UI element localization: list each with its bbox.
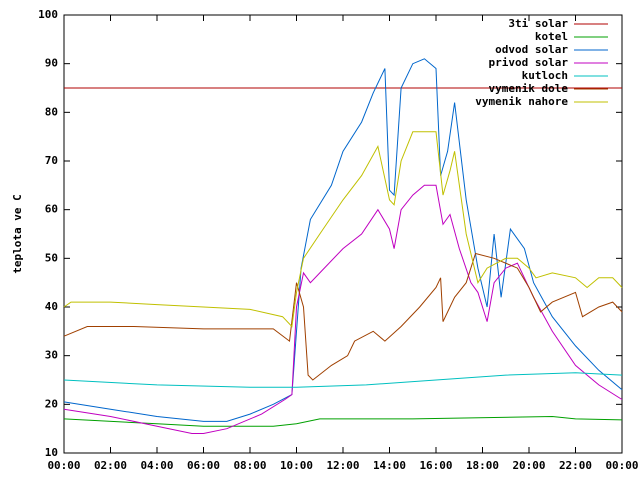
x-tick-label: 12:00: [326, 459, 359, 472]
y-tick-label: 80: [45, 105, 58, 118]
x-tick-label: 14:00: [373, 459, 406, 472]
x-tick-label: 02:00: [94, 459, 127, 472]
y-tick-label: 70: [45, 154, 58, 167]
y-tick-label: 50: [45, 251, 58, 264]
x-tick-label: 18:00: [466, 459, 499, 472]
legend-label: 3ti solar: [508, 17, 568, 30]
x-tick-label: 04:00: [140, 459, 173, 472]
legend-label: kotel: [535, 30, 568, 43]
series-line: [63, 252, 623, 381]
y-tick-label: 30: [45, 349, 58, 362]
series-line: [63, 131, 623, 328]
y-tick-label: 100: [38, 8, 58, 21]
y-tick-label: 20: [45, 397, 58, 410]
legend-label: privod solar: [489, 56, 569, 69]
series-line: [63, 184, 623, 434]
x-tick-label: 08:00: [233, 459, 266, 472]
legend-label: odvod solar: [495, 43, 568, 56]
x-tick-label: 22:00: [559, 459, 592, 472]
x-tick-label: 10:00: [280, 459, 313, 472]
y-tick-label: 60: [45, 203, 58, 216]
legend-label: kutloch: [522, 69, 568, 82]
series-line: [63, 372, 623, 388]
y-tick-label: 40: [45, 300, 58, 313]
x-tick-label: 00:00: [605, 459, 638, 472]
y-tick-label: 10: [45, 446, 58, 459]
legend-label: vymenik nahore: [475, 95, 568, 108]
legend-label: vymenik dole: [489, 82, 569, 95]
x-tick-label: 06:00: [187, 459, 220, 472]
y-axis-label: teplota ve C: [11, 194, 24, 273]
series-line: [63, 58, 623, 422]
x-tick-label: 20:00: [512, 459, 545, 472]
series-line: [63, 415, 623, 427]
x-tick-label: 16:00: [419, 459, 452, 472]
x-tick-label: 00:00: [47, 459, 80, 472]
y-tick-label: 90: [45, 57, 58, 70]
